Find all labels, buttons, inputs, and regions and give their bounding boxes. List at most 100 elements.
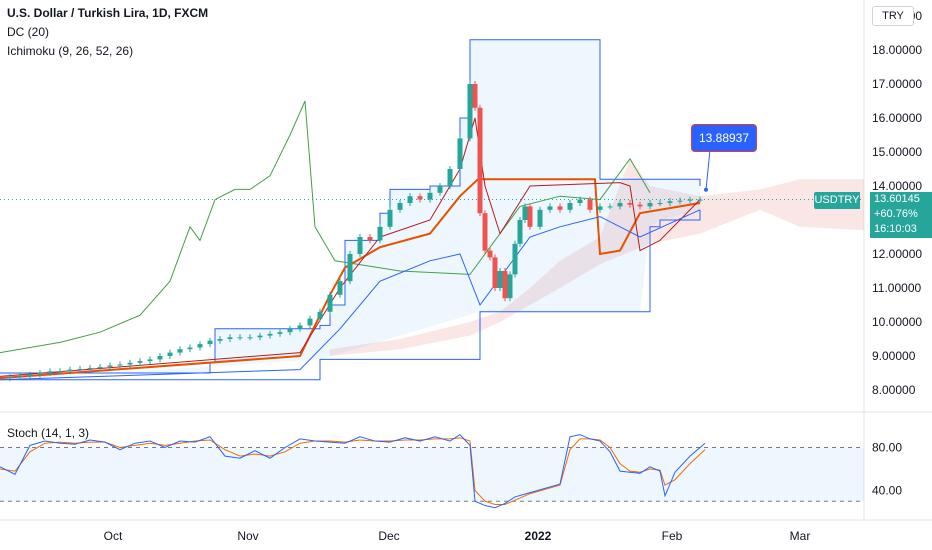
candle-body [147, 359, 153, 362]
candle-body [502, 271, 508, 299]
candle-body [347, 254, 353, 282]
stoch-label[interactable]: Stoch (14, 1, 3) [7, 426, 90, 440]
indicator-dc-label[interactable]: DC (20) [7, 25, 50, 39]
time-tick: Dec [378, 529, 399, 543]
candle-body [627, 203, 633, 205]
candle-body [512, 243, 518, 275]
candle-body [477, 107, 483, 214]
candle-body [357, 237, 363, 254]
candle-body [537, 209, 543, 227]
candle-body [617, 203, 623, 207]
symbol-badge: USDTRY [814, 192, 860, 209]
candle-body [637, 204, 643, 207]
last-price-value: 13.60145 [874, 193, 920, 205]
tenkan-line [0, 117, 701, 377]
time-tick: Feb [662, 529, 683, 543]
callout-connector [705, 149, 711, 190]
candle-body [577, 199, 583, 203]
indicator-ichimoku-label[interactable]: Ichimoku (9, 26, 52, 26) [7, 44, 134, 58]
price-callout[interactable]: 13.88937 [691, 124, 757, 152]
candle-body [67, 369, 73, 372]
last-price-change: +60.76% [874, 208, 918, 220]
candle-body [457, 138, 463, 169]
candle-body [77, 368, 83, 370]
candle-body [522, 206, 528, 220]
candle-body [417, 196, 423, 200]
bar-countdown: 16:10:03 [874, 223, 917, 235]
candle-body [17, 376, 23, 378]
candle-body [387, 209, 393, 227]
candle-body [667, 201, 673, 203]
candle-body [547, 206, 553, 210]
candle-body [657, 203, 663, 204]
candle-body [157, 356, 163, 360]
time-tick: Mar [790, 529, 811, 543]
candle-body [297, 325, 303, 329]
time-tick: 2022 [525, 529, 552, 543]
candle-body [607, 206, 613, 208]
candle-body [117, 364, 123, 366]
candle-body [177, 349, 183, 353]
candle-body [187, 347, 193, 350]
candle-body [567, 203, 573, 210]
candle-body [287, 328, 293, 333]
price-tick: 17.00000 [872, 77, 922, 91]
price-tick: 18.00000 [872, 43, 922, 57]
candle-body [697, 199, 703, 201]
candle-body [107, 365, 113, 367]
candle-body [492, 257, 498, 288]
candle-body [37, 373, 43, 375]
candle-body [127, 362, 133, 365]
donchian-lower [0, 209, 701, 381]
candle-body [267, 333, 273, 336]
price-tick: 15.00000 [872, 145, 922, 159]
candle-body [247, 337, 253, 339]
candle-body [137, 361, 143, 363]
candle-body [47, 371, 53, 373]
candle-body [167, 352, 173, 356]
donchian-upper [0, 39, 701, 374]
candle-body [467, 84, 473, 139]
candle-body [447, 169, 453, 186]
candle-body [427, 192, 433, 200]
price-tick: 8.00000 [872, 383, 916, 397]
candle-body [377, 226, 383, 241]
candle-body [367, 237, 373, 241]
candle-body [327, 294, 333, 312]
candle-body [217, 339, 223, 341]
candle-body [317, 311, 323, 319]
candle-body [587, 199, 593, 210]
candle-body [237, 337, 243, 339]
candle-body [257, 335, 263, 338]
candle-body [87, 367, 93, 369]
time-tick: Oct [104, 529, 123, 543]
chart-title: U.S. Dollar / Turkish Lira, 1D, FXCM [7, 6, 209, 20]
stoch-d-line [0, 437, 706, 505]
price-tick: 9.00000 [872, 349, 916, 363]
candle-body [507, 274, 513, 299]
price-tick: 11.00000 [872, 281, 921, 295]
candle-body [557, 206, 563, 210]
time-tick: Nov [237, 529, 258, 543]
candle-body [197, 344, 203, 348]
stoch-band [0, 447, 864, 502]
candle-body [527, 206, 533, 227]
candle-body [307, 318, 313, 326]
candle-body [677, 200, 683, 202]
last-price-box: 13.60145 +60.76% 16:10:03 [870, 192, 932, 238]
candle-body [7, 377, 13, 379]
lagging-span [0, 100, 651, 354]
base-line-blue [0, 209, 701, 381]
price-tick: 14.00000 [872, 179, 922, 193]
stoch-k-line [0, 433, 706, 509]
candle-body [687, 199, 693, 201]
candle-body [597, 206, 603, 210]
price-tick: 10.00000 [872, 315, 922, 329]
stoch-tick: 80.00 [872, 441, 902, 455]
currency-selector[interactable]: TRY [872, 6, 914, 26]
candle-body [482, 213, 488, 251]
candle-body [397, 203, 403, 210]
candle-body [517, 220, 523, 244]
donchian-fill [0, 39, 700, 380]
